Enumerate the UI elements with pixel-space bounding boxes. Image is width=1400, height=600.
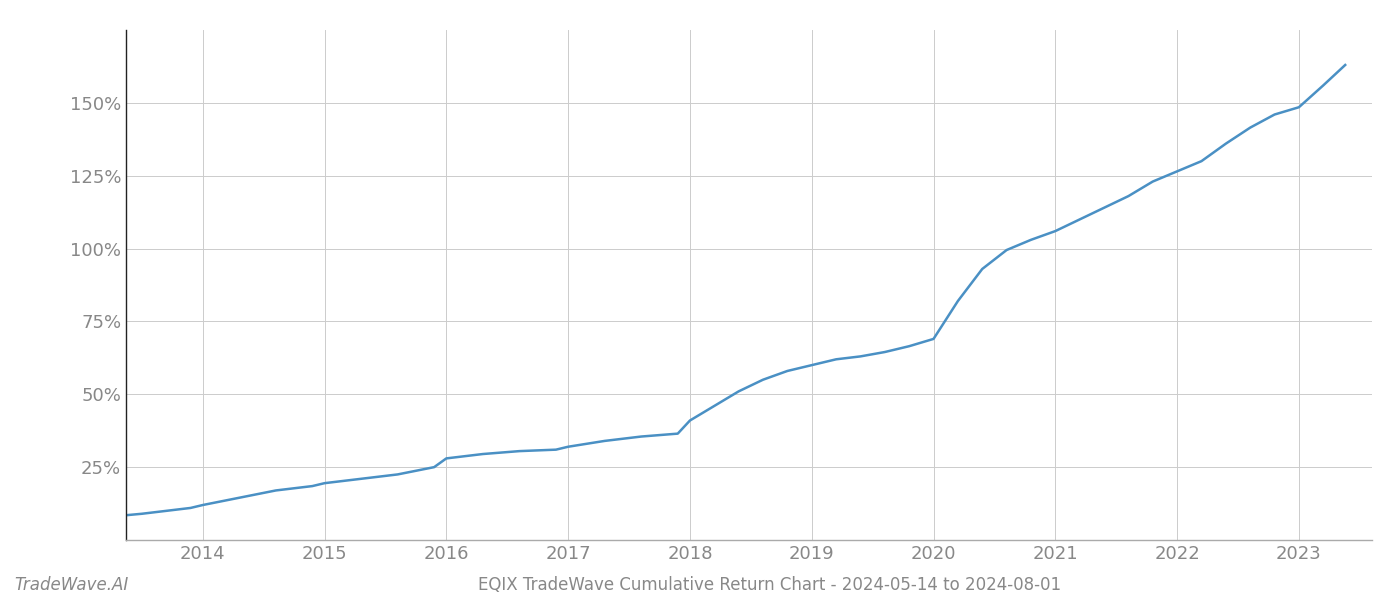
Text: EQIX TradeWave Cumulative Return Chart - 2024-05-14 to 2024-08-01: EQIX TradeWave Cumulative Return Chart -…	[479, 576, 1061, 594]
Text: TradeWave.AI: TradeWave.AI	[14, 576, 129, 594]
